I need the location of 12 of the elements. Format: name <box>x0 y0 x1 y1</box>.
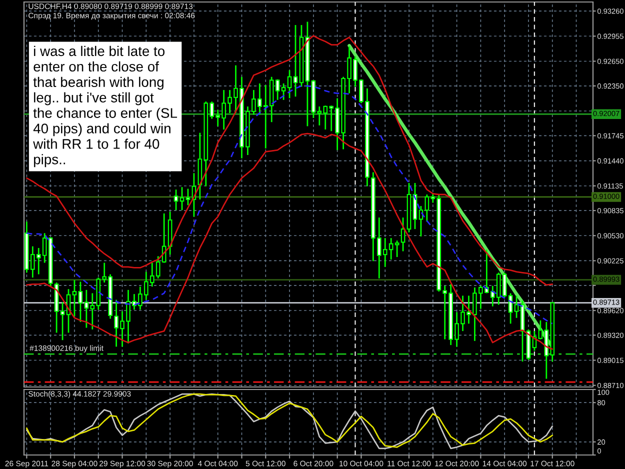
candlestick <box>186 188 190 206</box>
candlestick <box>293 24 298 98</box>
candlestick <box>72 279 77 317</box>
candlestick <box>180 186 184 211</box>
line-series <box>26 35 554 286</box>
candlestick <box>60 302 65 341</box>
annotation: i was a little bit late to enter on the close of that bearish with long leg.. but i've still got the chance to enter (SL 40 pips) and could win with RR 1 to 1 for 40 pips.. <box>33 46 178 168</box>
candlestick <box>78 281 83 323</box>
candlestick <box>400 216 406 252</box>
candlestick <box>514 294 519 319</box>
candlestick <box>287 70 292 99</box>
candlestick <box>174 188 178 211</box>
